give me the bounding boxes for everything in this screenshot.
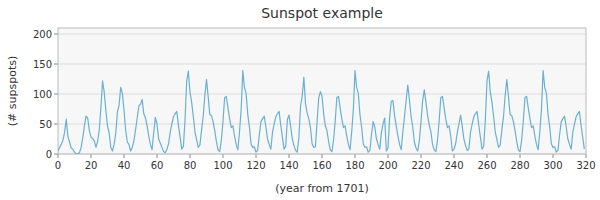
x-tick-label: 20	[85, 160, 98, 171]
chart: 0 50 100 150 200 0 20 40 60 80 100 120 140 160 180 200 2…	[0, 0, 600, 200]
y-axis-label: (# supspots)	[6, 56, 19, 126]
x-tick-label: 100	[213, 160, 232, 171]
x-tick	[223, 154, 224, 158]
plot-area	[58, 28, 586, 154]
y-tick-label: 200	[33, 29, 52, 40]
y-tick-label: 100	[33, 89, 52, 100]
x-tick-label: 180	[345, 160, 364, 171]
x-tick-label: 160	[312, 160, 331, 171]
y-tick	[54, 94, 58, 95]
x-tick	[553, 154, 554, 158]
title: Sunspot example	[261, 5, 383, 21]
grid-line	[58, 34, 586, 35]
x-tick	[190, 154, 191, 158]
x-axis-label: (year from 1701)	[275, 182, 369, 195]
x-tick-label: 40	[118, 160, 131, 171]
grid	[58, 34, 586, 154]
grid-line	[58, 124, 586, 125]
y-tick	[54, 34, 58, 35]
x-tick	[520, 154, 521, 158]
y-tick-label: 50	[39, 119, 52, 130]
x-tick-label: 120	[246, 160, 265, 171]
x-tick-label: 140	[279, 160, 298, 171]
x-tick-label: 200	[378, 160, 397, 171]
x-tick-label: 240	[444, 160, 463, 171]
x-tick	[58, 154, 59, 158]
x-tick-label: 80	[184, 160, 197, 171]
x-tick	[322, 154, 323, 158]
line	[58, 71, 584, 154]
grid-line	[58, 64, 586, 65]
x-tick	[487, 154, 488, 158]
y-tick-label: 150	[33, 59, 52, 70]
x-tick	[256, 154, 257, 158]
y-tick-label: 0	[46, 149, 52, 160]
x-tick-label: 320	[576, 160, 595, 171]
x-tick	[454, 154, 455, 158]
x-tick	[157, 154, 158, 158]
x-tick	[355, 154, 356, 158]
x-tick-label: 300	[543, 160, 562, 171]
data-layer	[58, 71, 584, 154]
y-tick	[54, 64, 58, 65]
x-tick-label: 60	[151, 160, 164, 171]
y-tick	[54, 154, 58, 155]
x-tick-label: 220	[411, 160, 430, 171]
x-tick	[124, 154, 125, 158]
x-tick	[586, 154, 587, 158]
x-tick-label: 0	[55, 160, 61, 171]
x-tick-label: 260	[477, 160, 496, 171]
x-tick	[388, 154, 389, 158]
x-tick	[421, 154, 422, 158]
x-tick	[289, 154, 290, 158]
x-tick	[91, 154, 92, 158]
y-tick	[54, 124, 58, 125]
x-tick-label: 280	[510, 160, 529, 171]
plot-frame	[58, 28, 586, 154]
